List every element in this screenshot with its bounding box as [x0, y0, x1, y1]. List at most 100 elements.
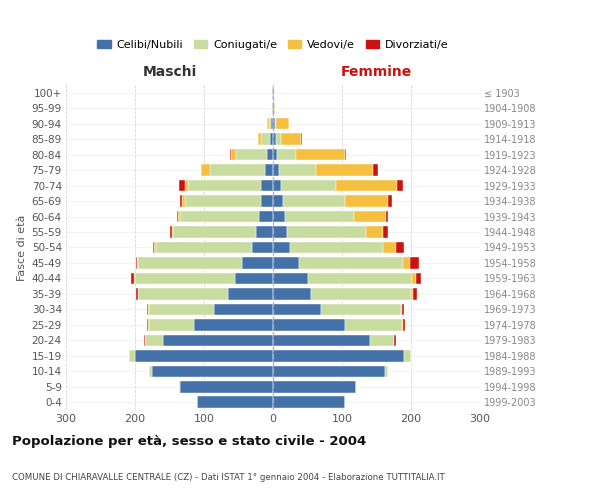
- Bar: [269, 118, 271, 130]
- Bar: [149, 319, 194, 330]
- Bar: [130, 350, 135, 362]
- Bar: [179, 180, 185, 192]
- Bar: [180, 196, 182, 207]
- Bar: [253, 242, 273, 254]
- Bar: [201, 164, 209, 176]
- Bar: [136, 257, 137, 269]
- Bar: [373, 164, 378, 176]
- Bar: [260, 196, 273, 207]
- Bar: [153, 242, 154, 254]
- Bar: [273, 319, 346, 330]
- Bar: [180, 381, 273, 392]
- Bar: [273, 381, 356, 392]
- Bar: [311, 288, 411, 300]
- Bar: [228, 288, 273, 300]
- Bar: [131, 272, 134, 284]
- Legend: Celibi/Nubili, Coniugati/e, Vedovi/e, Divorziati/e: Celibi/Nubili, Coniugati/e, Vedovi/e, Di…: [93, 36, 453, 54]
- Bar: [177, 210, 178, 222]
- Bar: [355, 210, 386, 222]
- Bar: [281, 134, 301, 145]
- Bar: [385, 366, 388, 377]
- Bar: [273, 396, 346, 408]
- Bar: [322, 304, 401, 315]
- Bar: [149, 304, 214, 315]
- Bar: [163, 334, 273, 346]
- Bar: [275, 118, 277, 130]
- Bar: [268, 149, 273, 160]
- Bar: [271, 118, 273, 130]
- Bar: [139, 288, 228, 300]
- Bar: [274, 102, 275, 114]
- Bar: [152, 366, 273, 377]
- Bar: [135, 350, 273, 362]
- Bar: [277, 149, 296, 160]
- Bar: [276, 134, 281, 145]
- Bar: [410, 257, 419, 269]
- Bar: [402, 319, 403, 330]
- Bar: [200, 164, 201, 176]
- Bar: [231, 149, 236, 160]
- Bar: [394, 334, 396, 346]
- Bar: [185, 180, 188, 192]
- Bar: [296, 149, 345, 160]
- Bar: [194, 319, 273, 330]
- Bar: [230, 149, 231, 160]
- Bar: [273, 272, 308, 284]
- Bar: [290, 242, 383, 254]
- Bar: [277, 118, 289, 130]
- Bar: [138, 288, 139, 300]
- Bar: [273, 226, 287, 238]
- Bar: [173, 226, 256, 238]
- Bar: [273, 242, 290, 254]
- Bar: [403, 257, 410, 269]
- Bar: [273, 334, 370, 346]
- Bar: [273, 87, 274, 99]
- Bar: [137, 257, 139, 269]
- Bar: [273, 366, 385, 377]
- Bar: [386, 210, 388, 222]
- Bar: [147, 319, 148, 330]
- Bar: [412, 272, 416, 284]
- Bar: [273, 288, 311, 300]
- Bar: [411, 288, 413, 300]
- Bar: [273, 210, 286, 222]
- Bar: [268, 118, 269, 130]
- Bar: [235, 272, 273, 284]
- Bar: [261, 134, 269, 145]
- Bar: [147, 304, 148, 315]
- Bar: [346, 196, 388, 207]
- Bar: [259, 210, 273, 222]
- Bar: [154, 242, 156, 254]
- Bar: [273, 118, 275, 130]
- Bar: [273, 257, 299, 269]
- Bar: [278, 164, 316, 176]
- Bar: [416, 272, 421, 284]
- Bar: [272, 87, 273, 99]
- Bar: [283, 196, 346, 207]
- Bar: [383, 242, 396, 254]
- Bar: [178, 210, 180, 222]
- Bar: [209, 164, 265, 176]
- Bar: [135, 272, 235, 284]
- Text: Popolazione per età, sesso e stato civile - 2004: Popolazione per età, sesso e stato civil…: [12, 435, 366, 448]
- Bar: [346, 319, 402, 330]
- Bar: [273, 180, 281, 192]
- Bar: [403, 319, 405, 330]
- Bar: [401, 304, 402, 315]
- Bar: [236, 149, 268, 160]
- Bar: [136, 288, 138, 300]
- Bar: [413, 288, 416, 300]
- Bar: [388, 196, 392, 207]
- Bar: [345, 149, 346, 160]
- Bar: [148, 319, 149, 330]
- Bar: [265, 164, 273, 176]
- Bar: [383, 226, 388, 238]
- Bar: [260, 180, 273, 192]
- Bar: [256, 226, 273, 238]
- Bar: [145, 334, 163, 346]
- Bar: [258, 134, 261, 145]
- Bar: [287, 226, 366, 238]
- Bar: [308, 272, 412, 284]
- Bar: [273, 134, 276, 145]
- Y-axis label: Fasce di età: Fasce di età: [17, 214, 28, 280]
